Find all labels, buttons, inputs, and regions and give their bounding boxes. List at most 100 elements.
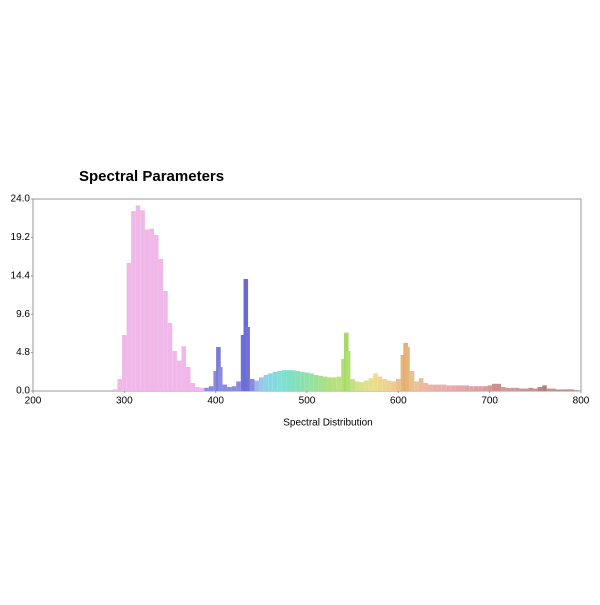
spectral-bar bbox=[190, 383, 196, 391]
spectral-bar bbox=[336, 376, 342, 391]
spectral-bar bbox=[533, 388, 538, 391]
spectral-bar bbox=[313, 375, 319, 391]
spectral-bar bbox=[236, 381, 241, 391]
spectral-bar bbox=[491, 383, 497, 391]
spectral-bar bbox=[263, 375, 269, 391]
spectral-bar bbox=[217, 367, 223, 391]
spectral-bar bbox=[131, 211, 136, 391]
spectral-bar bbox=[391, 381, 397, 391]
spectral-bar bbox=[473, 386, 479, 391]
spectral-bar bbox=[286, 370, 292, 391]
spectral-bar bbox=[240, 335, 246, 391]
spectral-bar bbox=[149, 228, 155, 391]
spectral-bar bbox=[144, 229, 150, 391]
spectral-bar bbox=[396, 379, 401, 391]
spectral-bar bbox=[354, 381, 360, 391]
spectral-bar bbox=[546, 388, 552, 391]
spectral-bar bbox=[163, 291, 168, 391]
spectral-bar bbox=[364, 380, 369, 391]
spectral-bar bbox=[450, 385, 456, 391]
spectral-bar bbox=[176, 360, 182, 391]
spectral-bar bbox=[222, 384, 228, 391]
spectral-bar bbox=[359, 382, 365, 391]
spectral-bar bbox=[418, 378, 424, 391]
spectral-bar bbox=[259, 377, 264, 391]
spectral-bar bbox=[199, 387, 205, 391]
spectral-bar bbox=[185, 367, 191, 391]
spectral-bar bbox=[501, 387, 506, 391]
spectral-bar bbox=[117, 379, 123, 391]
y-tick-label: 9.6 bbox=[16, 309, 30, 320]
spectral-bar bbox=[350, 379, 355, 391]
spectral-bar bbox=[414, 381, 419, 391]
spectral-bar bbox=[469, 386, 474, 391]
spectral-bar bbox=[281, 370, 287, 391]
y-tick-label: 0.0 bbox=[16, 386, 30, 397]
spectral-bar bbox=[126, 263, 132, 391]
y-tick-label: 14.4 bbox=[11, 270, 31, 281]
spectral-bar bbox=[140, 210, 145, 391]
plot-frame bbox=[32, 198, 582, 392]
spectral-bar bbox=[204, 387, 209, 391]
spectral-bar bbox=[322, 376, 328, 391]
spectral-bar bbox=[514, 387, 520, 391]
spectral-bar bbox=[519, 388, 524, 391]
spectral-bar bbox=[181, 346, 186, 391]
spectral-bar bbox=[295, 371, 301, 391]
x-tick-label: 200 bbox=[25, 396, 42, 407]
spectral-bar bbox=[135, 205, 141, 391]
spectral-bar bbox=[213, 371, 218, 391]
spectral-bar bbox=[523, 388, 529, 391]
spectral-bar bbox=[400, 355, 406, 391]
spectral-bar bbox=[455, 385, 460, 391]
spectral-bar bbox=[432, 384, 438, 391]
x-tick-label: 600 bbox=[390, 396, 407, 407]
spectral-bar bbox=[482, 386, 488, 391]
x-tick-label: 300 bbox=[116, 396, 133, 407]
spectral-bar bbox=[154, 235, 159, 391]
spectral-bar bbox=[386, 380, 392, 391]
spectral-bar bbox=[327, 377, 333, 391]
spectral-bar bbox=[304, 372, 310, 391]
spectral-bar bbox=[574, 390, 579, 391]
spectral-bar bbox=[505, 387, 511, 391]
spectral-bar bbox=[227, 387, 232, 391]
y-tick-label: 19.2 bbox=[11, 232, 31, 243]
x-axis-label: Spectral Distribution bbox=[283, 418, 372, 429]
spectral-bar bbox=[268, 373, 273, 391]
spectral-bar bbox=[195, 387, 200, 391]
spectral-bar bbox=[382, 379, 387, 391]
spectral-bar bbox=[368, 378, 374, 391]
spectral-bar bbox=[272, 371, 278, 391]
x-tick-label: 800 bbox=[573, 396, 590, 407]
chart-title: Spectral Parameters bbox=[79, 168, 224, 185]
y-tick-label: 4.8 bbox=[16, 347, 30, 358]
spectral-bar bbox=[464, 385, 470, 391]
spectral-bar bbox=[249, 379, 255, 391]
spectral-bar bbox=[478, 386, 483, 391]
spectral-bar bbox=[437, 384, 442, 391]
spectral-bar bbox=[318, 375, 323, 391]
spectral-bar bbox=[231, 386, 237, 391]
spectral-bar bbox=[277, 371, 282, 391]
spectral-bar bbox=[332, 377, 337, 391]
spectral-bar bbox=[441, 384, 447, 391]
spectral-bar bbox=[555, 389, 561, 391]
spectral-bar bbox=[409, 371, 415, 391]
spectral-bar bbox=[551, 388, 556, 391]
spectral-bar bbox=[345, 351, 351, 391]
spectral-bar bbox=[254, 380, 260, 391]
spectral-bar bbox=[172, 351, 177, 391]
spectral-bar bbox=[565, 389, 570, 391]
x-tick-label: 700 bbox=[481, 396, 498, 407]
spectral-bar bbox=[510, 387, 515, 391]
y-tick-label: 24.0 bbox=[11, 194, 31, 205]
spectral-bar bbox=[245, 327, 250, 391]
spectral-bar bbox=[542, 385, 547, 391]
x-tick-label: 400 bbox=[207, 396, 224, 407]
spectral-bar bbox=[446, 385, 451, 391]
spectral-bar bbox=[158, 259, 164, 391]
spectral-bar bbox=[487, 385, 492, 391]
